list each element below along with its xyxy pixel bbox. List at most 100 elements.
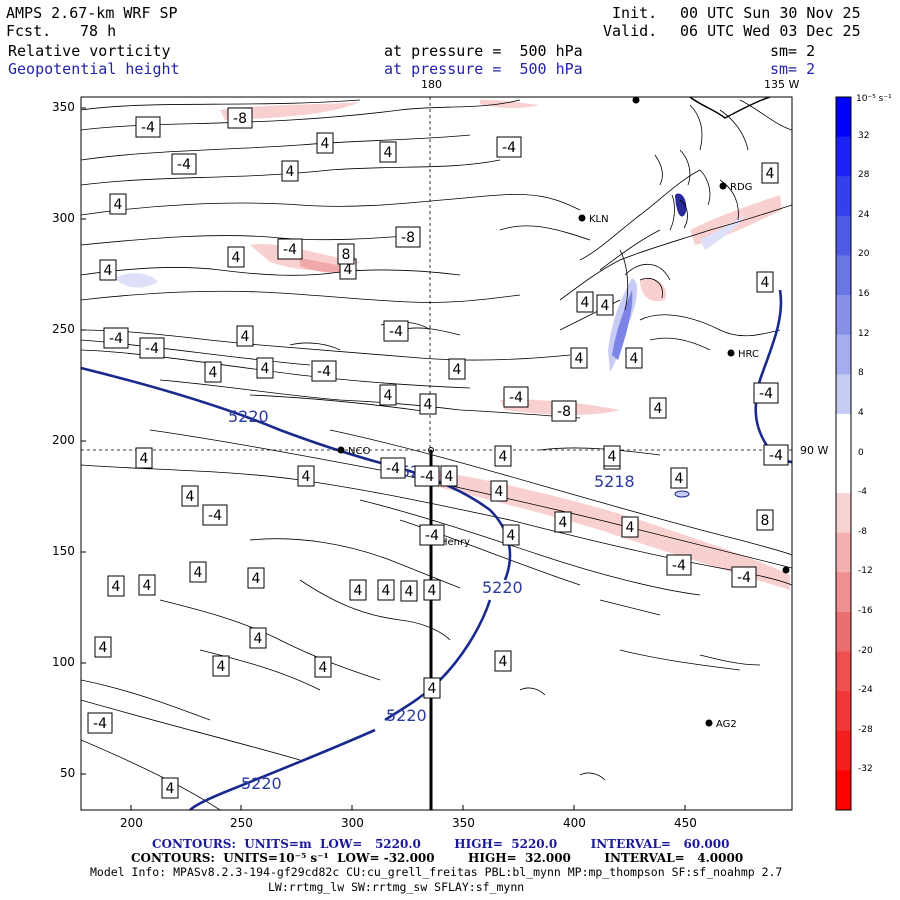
vorticity-label: 4 <box>189 561 207 583</box>
vorticity-label-text: 4 <box>384 145 393 161</box>
y-tick: 350 <box>52 100 75 114</box>
vorticity-label: 4 <box>256 357 274 379</box>
vorticity-label-text: -4 <box>208 508 222 524</box>
vorticity-label-text: 4 <box>254 631 263 647</box>
valid-label: Valid. <box>603 22 658 40</box>
vorticity-label-text: 4 <box>445 469 454 485</box>
colorbar-tick: 28 <box>858 170 870 181</box>
vorticity-label: 4 <box>107 575 125 597</box>
vorticity-label-text: 4 <box>104 263 113 279</box>
colorbar-tick: -32 <box>858 764 873 775</box>
init-value: 00 UTC Sun 30 Nov 25 <box>680 4 861 22</box>
vorticity-label-text: -8 <box>401 230 415 246</box>
vorticity-label: -4 <box>731 566 757 588</box>
vorticity-label-text: 4 <box>286 164 295 180</box>
vorticity-label-text: -4 <box>177 157 191 173</box>
vorticity-label-text: 4 <box>143 578 152 594</box>
cross-section-point <box>428 447 434 453</box>
positive-vorticity-shading <box>115 193 745 372</box>
vorticity-label-text: 4 <box>319 660 328 676</box>
colorbar-tick: -12 <box>858 566 873 577</box>
vorticity-label: 4 <box>554 511 572 533</box>
vorticity-label-text: 4 <box>507 528 516 544</box>
colorbar-tick: -16 <box>858 605 873 616</box>
height-label: 5218 <box>594 472 635 491</box>
vorticity-label: 4 <box>490 480 508 502</box>
vorticity-label: 4 <box>314 656 332 678</box>
vorticity-label-text: -4 <box>109 331 123 347</box>
vorticity-label: 4 <box>400 580 418 602</box>
vorticity-label: 4 <box>138 574 156 596</box>
vorticity-label-text: -4 <box>737 570 751 586</box>
vorticity-label: 4 <box>419 393 437 415</box>
vorticity-label-text: 4 <box>675 471 684 487</box>
vorticity-label: -4 <box>103 327 129 349</box>
colorbar-tick: -20 <box>858 645 873 656</box>
vorticity-label: 4 <box>377 579 395 601</box>
vorticity-label: 4 <box>247 567 265 589</box>
vorticity-label: 4 <box>756 271 774 293</box>
vorticity-label: -4 <box>139 337 165 359</box>
coastline <box>689 97 771 119</box>
vorticity-label: -4 <box>135 116 161 138</box>
vorticity-label-text: -4 <box>502 140 516 156</box>
field1-smoothing: sm= 2 <box>770 42 816 60</box>
vorticity-label: 4 <box>379 141 397 163</box>
colorbar-tick: 32 <box>858 130 870 141</box>
vorticity-label-text: 4 <box>140 451 149 467</box>
vorticity-label-text: 4 <box>217 659 226 675</box>
vorticity-label: -4 <box>763 444 789 466</box>
model-info: Model Info: MPASv8.2.3-194-gf29cd82c CU:… <box>90 865 783 879</box>
vorticity-label-text: -4 <box>389 324 403 340</box>
station-kln: KLN <box>589 214 609 225</box>
model-info-line2: LW:rrtmg_lw SW:rrtmg_sw SFLAY:sf_mynn <box>268 880 525 894</box>
colorbar-tick: -4 <box>858 487 867 498</box>
x-tick: 200 <box>120 816 143 830</box>
colorbar-tick: 8 <box>858 368 864 379</box>
vorticity-label-text: 4 <box>405 584 414 600</box>
station-nco: NCO <box>348 446 370 457</box>
meridian-label-135w: 135 W <box>764 78 800 91</box>
vorticity-label: 8 <box>756 509 774 531</box>
colorbar-tick: -8 <box>858 526 867 537</box>
vorticity-label-text: 4 <box>166 781 175 797</box>
vorticity-label: 4 <box>621 516 639 538</box>
valid-value: 06 UTC Wed 03 Dec 25 <box>680 22 861 40</box>
vorticity-label: -4 <box>87 712 113 734</box>
vorticity-label-text: 4 <box>601 298 610 314</box>
vorticity-label: 4 <box>204 361 222 383</box>
vorticity-label: 4 <box>135 447 153 469</box>
vorticity-label: 4 <box>379 384 397 406</box>
height-label: 5220 <box>482 578 523 597</box>
vorticity-label-text: 4 <box>209 365 218 381</box>
vorticity-label-text: 4 <box>499 449 508 465</box>
vorticity-label-text: -4 <box>769 448 783 464</box>
vorticity-label-text: 4 <box>499 654 508 670</box>
vorticity-label-text: 4 <box>241 329 250 345</box>
model-title: AMPS 2.67-km WRF SP <box>6 4 178 22</box>
vorticity-label: 4 <box>670 467 688 489</box>
vorticity-label-text: 4 <box>112 579 121 595</box>
vorticity-contours <box>81 99 792 810</box>
height-label: 5220 <box>228 407 269 426</box>
vorticity-label-text: 4 <box>321 136 330 152</box>
vorticity-label-text: 4 <box>302 469 311 485</box>
vorticity-label-text: -4 <box>759 386 773 402</box>
colorbar-tick: 4 <box>858 407 864 418</box>
forecast-value: 78 h <box>80 22 117 40</box>
y-tick: 250 <box>52 322 75 336</box>
vorticity-label-text: -4 <box>283 242 297 258</box>
vorticity-label: 4 <box>603 445 621 467</box>
vorticity-label-text: -8 <box>233 111 247 127</box>
vorticity-label-text: 4 <box>428 681 437 697</box>
vorticity-label-text: 4 <box>575 351 584 367</box>
vorticity-label-text: 4 <box>761 275 770 291</box>
field2-name: Geopotential height <box>8 60 180 78</box>
vorticity-label-text: -4 <box>145 341 159 357</box>
vorticity-label-text: 4 <box>114 197 123 213</box>
vorticity-label-text: -4 <box>93 716 107 732</box>
init-label: Init. <box>612 4 658 22</box>
x-tick: 300 <box>341 816 364 830</box>
vorticity-label-text: 4 <box>261 361 270 377</box>
